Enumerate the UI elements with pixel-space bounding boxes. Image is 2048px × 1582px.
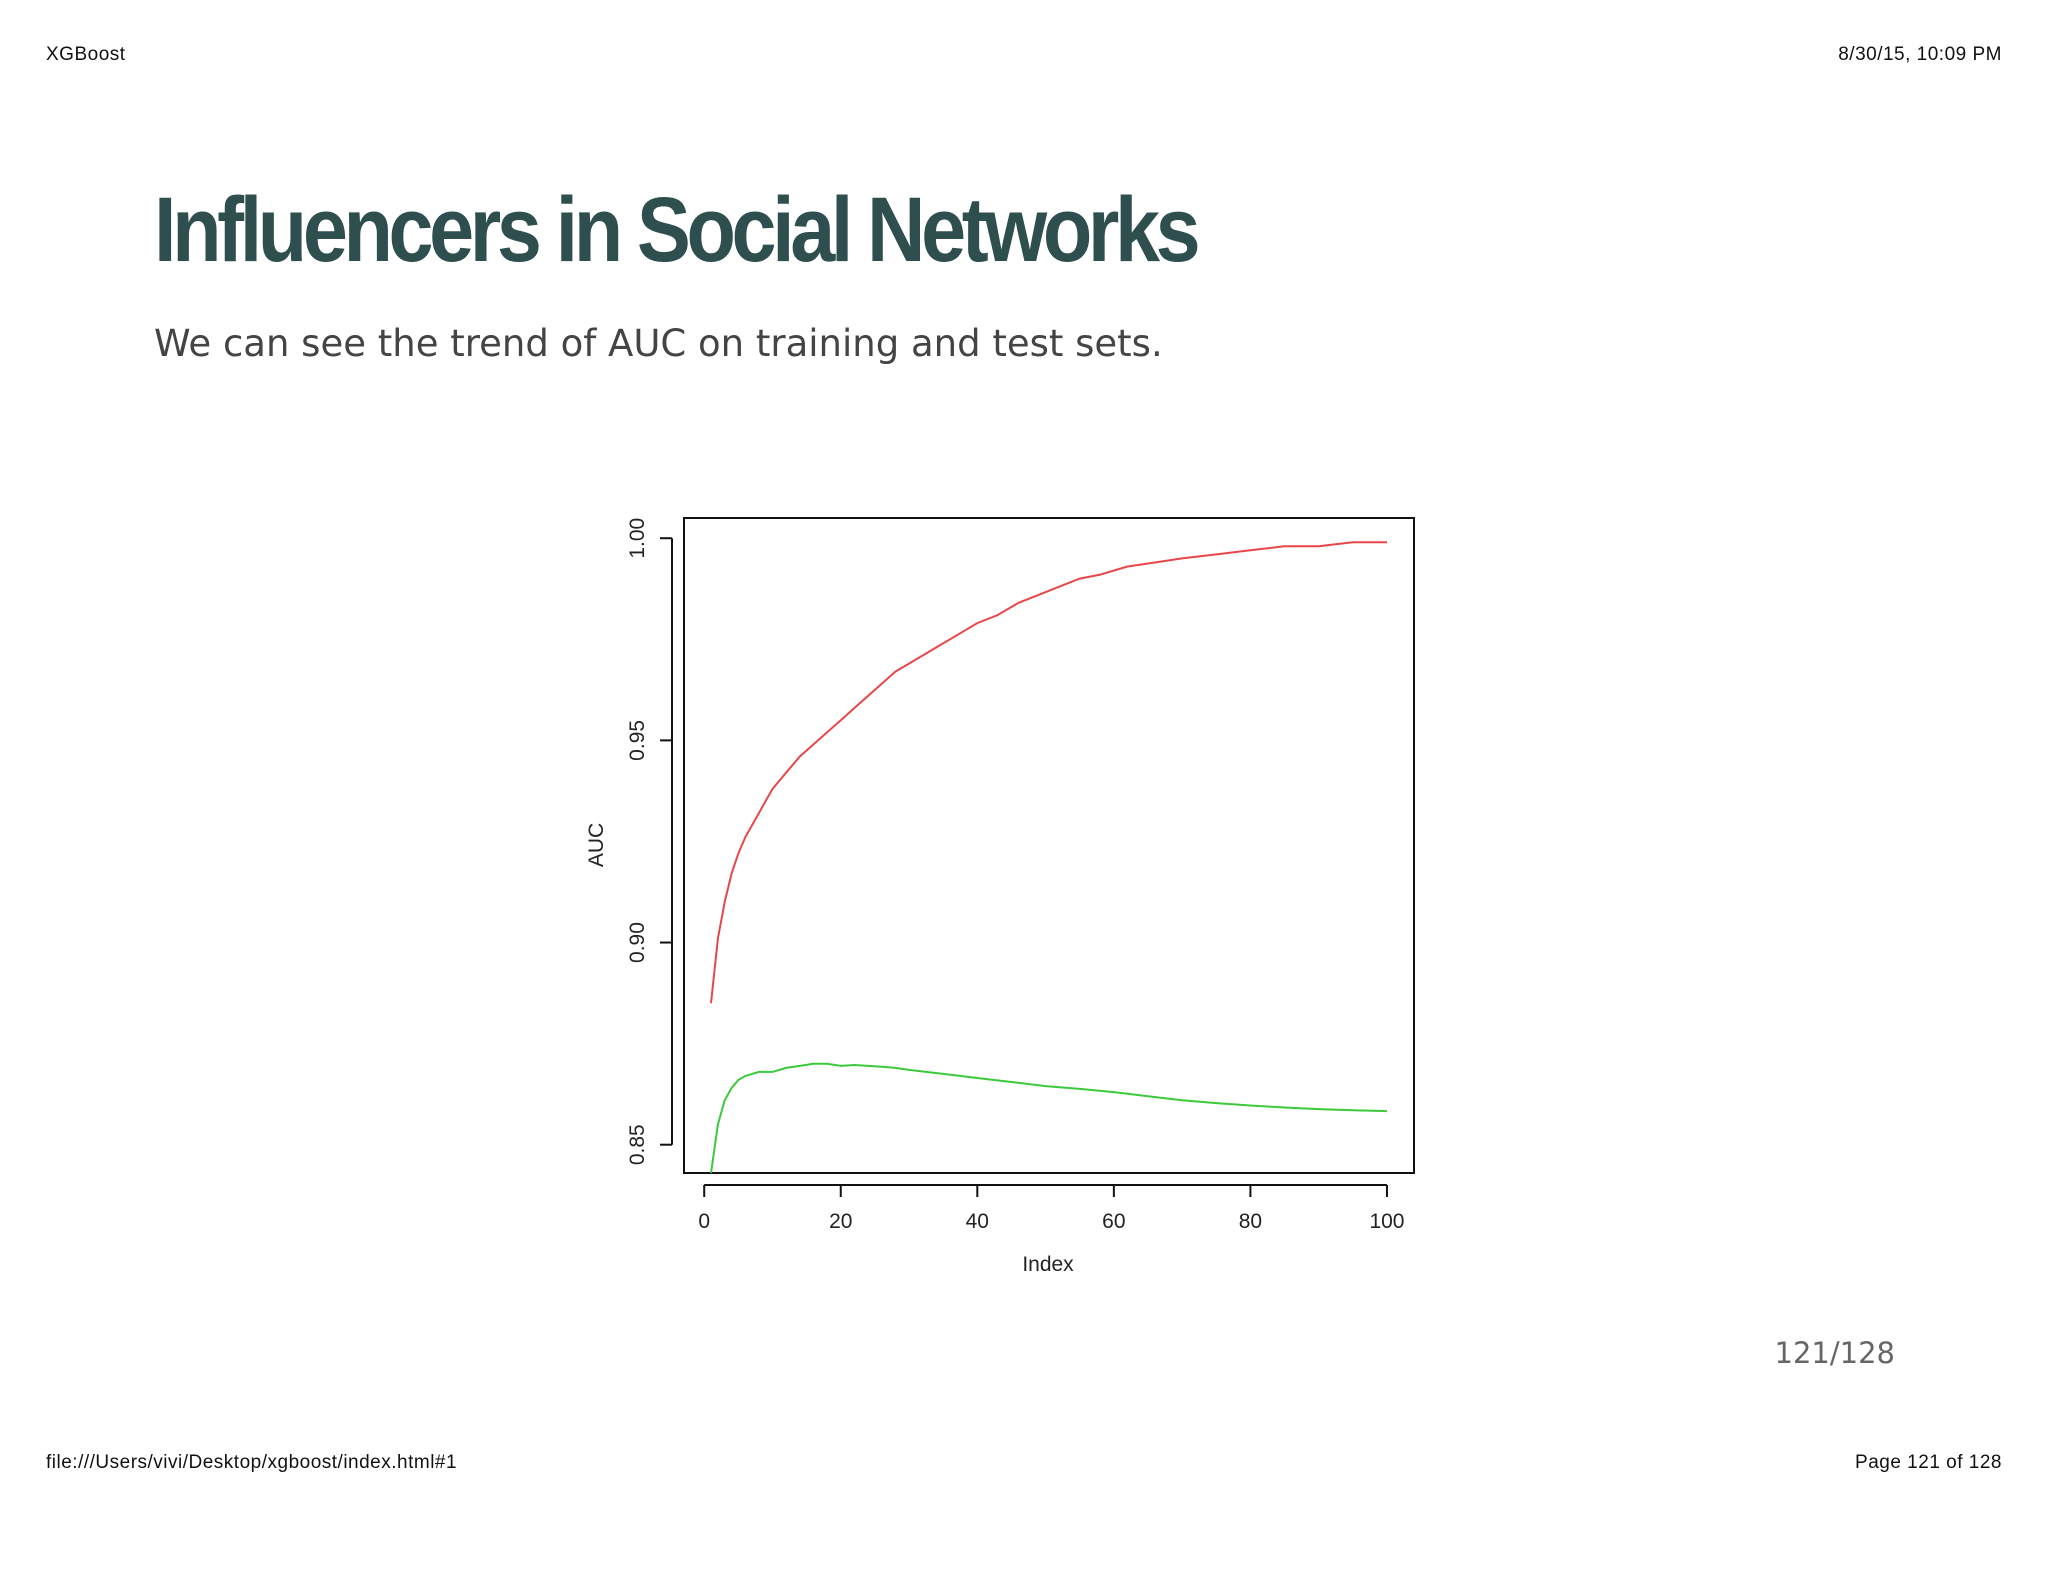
- y-axis-label: AUC: [585, 823, 608, 867]
- slide-subtitle: We can see the trend of AUC on training …: [154, 322, 1163, 365]
- slide-number: 121/128: [1774, 1336, 1895, 1370]
- x-tick-label: 80: [1239, 1210, 1262, 1233]
- y-tick-label: 1.00: [626, 518, 649, 559]
- y-axis: 0.85 0.90 0.95 1.00: [626, 518, 673, 1165]
- test-auc-line: [710, 1062, 1388, 1174]
- slide-title: Influencers in Social Networks: [154, 179, 1201, 281]
- x-tick-label: 20: [829, 1210, 852, 1233]
- x-tick-label: 60: [1102, 1210, 1125, 1233]
- x-tick-label: 40: [966, 1210, 989, 1233]
- y-tick-label: 0.95: [626, 720, 649, 761]
- print-footer-url: file:///Users/vivi/Desktop/xgboost/index…: [46, 1452, 458, 1473]
- plot-frame-group: [683, 517, 1415, 1174]
- x-tick-label: 100: [1369, 1210, 1404, 1233]
- plot-frame: [683, 517, 1415, 1174]
- series-layer: [710, 541, 1388, 1174]
- y-tick-label: 0.85: [626, 1124, 649, 1165]
- auc-line-chart: 0 20 40 60 80 100 0.85 0.90 0.95 1.00 Index AUC: [585, 517, 1415, 1276]
- print-footer-page: Page 121 of 128: [1855, 1452, 2002, 1473]
- print-header-title: XGBoost: [46, 44, 126, 65]
- train-auc-line: [710, 541, 1387, 1004]
- x-axis: 0 20 40 60 80 100: [698, 1184, 1404, 1233]
- y-tick-label: 0.90: [626, 922, 649, 963]
- x-tick-label: 0: [698, 1210, 710, 1233]
- print-header-timestamp: 8/30/15, 10:09 PM: [1838, 44, 2002, 65]
- x-axis-label: Index: [1022, 1253, 1074, 1276]
